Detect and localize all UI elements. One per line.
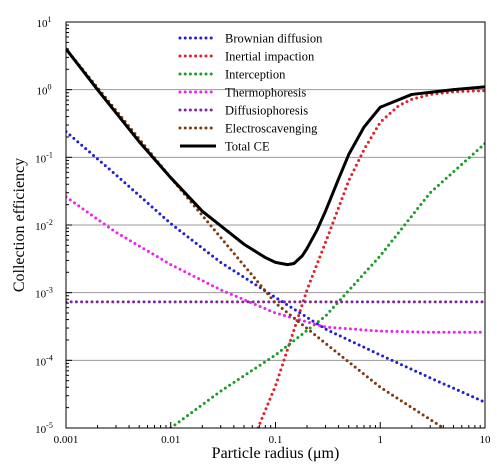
x-tick-label: 0.1 <box>269 434 283 446</box>
legend-label: Diffusiophoresis <box>225 104 308 118</box>
y-tick-label: 10-4 <box>35 353 53 368</box>
x-tick-label: 0.01 <box>161 434 180 446</box>
x-axis-label: Particle radius (μm) <box>212 445 340 462</box>
legend-label: Brownian diffusion <box>225 32 323 46</box>
y-tick-label: 101 <box>37 15 52 30</box>
legend-label: Inertial impaction <box>225 50 315 64</box>
y-tick-label: 10-2 <box>35 218 53 233</box>
y-axis-label: Collection efficiency <box>11 158 28 292</box>
legend: Brownian diffusion Inertial impaction Inte… <box>178 32 323 154</box>
series-line-electroscavenging <box>66 47 445 428</box>
y-tick-label: 10-5 <box>35 421 53 436</box>
series-line-total-ce <box>66 48 485 267</box>
x-tick-label: 10 <box>480 434 492 446</box>
tick-labels: 0.001 0.01 0.1 1 10 10-5 10-4 10-3 10-2 10-1 100 10… <box>35 15 491 446</box>
legend-label: Electroscavenging <box>225 122 318 136</box>
legend-label: Interception <box>225 68 286 82</box>
legend-label: Total CE <box>225 140 270 154</box>
series-line-inertial-impaction <box>256 89 485 428</box>
grid-lines <box>66 89 485 361</box>
x-tick-label: 0.001 <box>54 434 79 446</box>
y-tick-label: 10-1 <box>35 150 53 165</box>
x-tick-label: 1 <box>378 434 384 446</box>
y-tick-label: 10-3 <box>35 286 53 301</box>
axis-ticks <box>65 21 486 429</box>
y-tick-label: 100 <box>37 83 52 98</box>
series-line-brownian-diffusion <box>66 130 485 404</box>
series-line-interception <box>169 142 485 428</box>
series-layer <box>66 47 485 428</box>
legend-label: Thermophoresis <box>225 86 306 100</box>
series-line-thermophoresis <box>66 195 485 334</box>
